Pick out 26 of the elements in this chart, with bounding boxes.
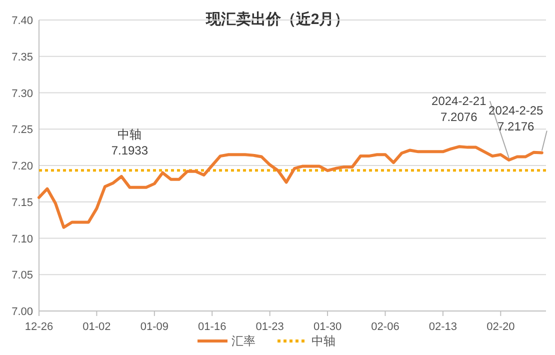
legend-label: 汇率 xyxy=(232,334,256,348)
ytick: 7.15 xyxy=(12,196,33,209)
xtick: 01-30 xyxy=(313,321,342,333)
annotation: 7.2176 xyxy=(498,120,534,134)
annotation: 7.1933 xyxy=(111,143,148,158)
ytick: 7.40 xyxy=(12,15,33,27)
ytick: 7.35 xyxy=(12,51,33,64)
xtick: 01-23 xyxy=(256,321,284,333)
legend-label: 中轴 xyxy=(312,334,336,348)
xtick: 02-20 xyxy=(486,321,515,333)
ytick: 7.30 xyxy=(12,88,33,100)
ytick: 7.20 xyxy=(12,160,33,172)
xtick: 02-13 xyxy=(428,321,458,333)
xtick: 02-06 xyxy=(371,321,400,333)
xtick: 01-16 xyxy=(198,321,226,333)
ytick: 7.00 xyxy=(12,306,33,318)
ytick: 7.10 xyxy=(12,233,33,246)
annotation: 中轴 xyxy=(118,127,142,142)
ytick: 7.25 xyxy=(12,124,33,136)
xtick: 01-02 xyxy=(82,321,111,333)
annotation: 2024-2-21 xyxy=(432,94,486,108)
xtick: 12-26 xyxy=(24,321,54,333)
annotation: 7.2076 xyxy=(440,110,478,124)
annotation: 2024-2-25 xyxy=(488,104,544,118)
ytick: 7.05 xyxy=(12,270,33,282)
xtick: 01-09 xyxy=(140,321,168,333)
